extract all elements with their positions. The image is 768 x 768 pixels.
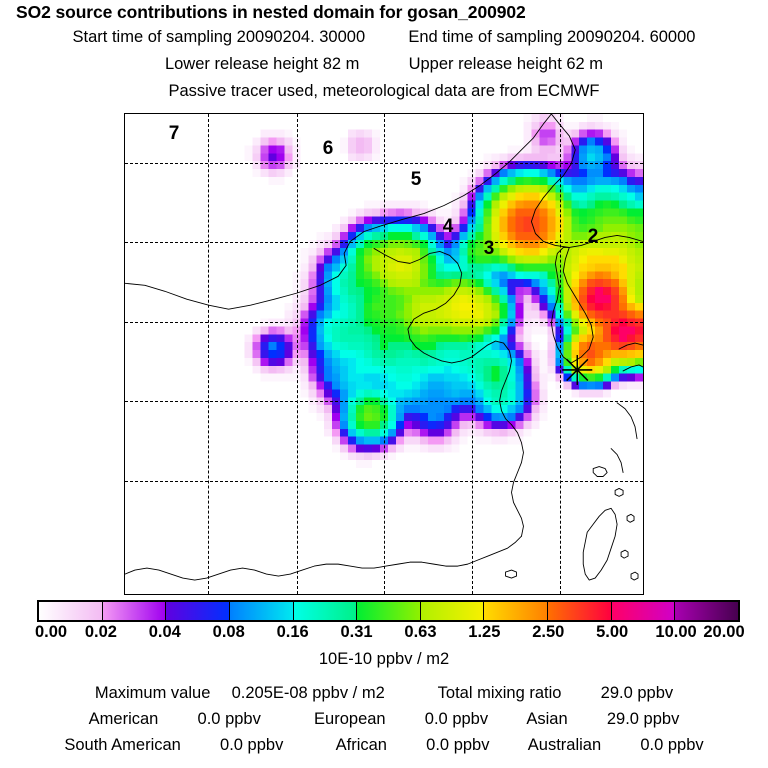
colorbar-segment-1 [102,602,167,620]
gridline-vertical-1 [297,114,298,594]
maximum-value: 0.205E-08 ppbv / m2 [231,684,385,702]
colorbar-tick-4: 0.16 [276,623,309,641]
total-mixing-ratio-value: 29.0 ppbv [600,684,674,702]
colorbar-segment-4 [293,602,358,620]
gridline-horizontal-0 [125,163,643,164]
colorbar-tick-6: 0.63 [404,623,437,641]
colorbar-tick-7: 1.25 [468,623,501,641]
asian-label: Asian [526,710,568,728]
european-value: 0.0 ppbv [424,710,489,728]
australian-value: 0.0 ppbv [640,736,704,754]
lower-release-height-label: Lower release height 82 m [164,55,360,73]
african-label: African [335,736,387,754]
gridline-horizontal-3 [125,401,643,402]
south-american-label: South American [64,736,181,754]
colorbar-segment-3 [229,602,294,620]
colorbar-segment-6 [420,602,485,620]
south-american-value: 0.0 ppbv [220,736,284,754]
american-value: 0.0 ppbv [197,710,261,728]
european-label: European [314,710,386,728]
map-panel[interactable]: 7 6 5 4 3 2 [124,113,644,595]
colorbar-unit-label: 10E-10 ppbv / m2 [318,650,450,668]
sampling-time-row: Start time of sampling 20090204. 30000 E… [0,28,768,47]
tracer-note: Passive tracer used, meteorological data… [168,82,600,100]
coastline-layer [125,114,643,581]
end-time-label: End time of sampling 20090204. 60000 [408,28,696,46]
colorbar-segment-0 [39,602,103,620]
start-time-label: Start time of sampling 20090204. 30000 [72,28,366,46]
upper-release-height-label: Upper release height 62 m [408,55,604,73]
stats-row-maximum: Maximum value 0.205E-08 ppbv / m2 Total … [0,684,768,703]
region-label-5: 5 [410,169,422,190]
american-label: American [88,710,159,728]
colorbar-segment-2 [166,602,230,620]
african-value: 0.0 ppbv [426,736,490,754]
region-label-6: 6 [322,138,334,159]
gridline-horizontal-2 [125,322,643,323]
colorbar-tick-9: 5.00 [596,623,629,641]
stats-row-region-1: American 0.0 ppbv European 0.0 ppbv Asia… [0,710,768,729]
gridline-vertical-3 [472,114,473,594]
colorbar-tick-labels: 0.00 0.02 0.04 0.08 0.16 0.31 0.63 1.25 2.50 5.00… [0,623,768,643]
colorbar-tick-10: 10.00 [655,623,697,641]
region-label-3: 3 [483,238,495,259]
stats-row-region-2: South American 0.0 ppbv African 0.0 ppbv… [0,736,768,755]
colorbar-tick-2: 0.04 [148,623,181,641]
region-label-2: 2 [587,226,599,247]
map-annotations: 7 6 5 4 3 2 [125,114,643,594]
gridline-vertical-0 [208,114,209,594]
release-height-row: Lower release height 82 m Upper release … [0,55,768,74]
asian-value: 29.0 ppbv [606,710,680,728]
total-mixing-ratio-label: Total mixing ratio [437,684,562,702]
gridline-horizontal-1 [125,242,643,243]
colorbar-tick-11: 20.00 [703,623,745,641]
colorbar-segment-8 [548,602,612,620]
graticule [125,114,643,594]
map-clip: 7 6 5 4 3 2 [125,114,643,594]
colorbar-segment-9 [611,602,676,620]
colorbar-tick-3: 0.08 [212,623,245,641]
gridline-vertical-4 [560,114,561,594]
gridline-horizontal-4 [125,481,643,482]
colorbar-tick-5: 0.31 [340,623,373,641]
maximum-value-label: Maximum value [94,684,211,702]
page-title: SO2 source contributions in nested domai… [16,2,526,22]
colorbar-tick-8: 2.50 [532,623,565,641]
colorbar-segment-7 [484,602,549,620]
region-label-4: 4 [442,216,454,237]
colorbar[interactable] [37,600,740,622]
colorbar-segment-10 [675,602,739,620]
colorbar-tick-1: 0.02 [84,623,117,641]
colorbar-segment-5 [357,602,421,620]
gridline-vertical-2 [384,114,385,594]
australian-label: Australian [527,736,602,754]
region-label-7: 7 [168,123,180,144]
colorbar-tick-0: 0.00 [34,623,68,641]
receptor-star-icon [562,354,593,385]
